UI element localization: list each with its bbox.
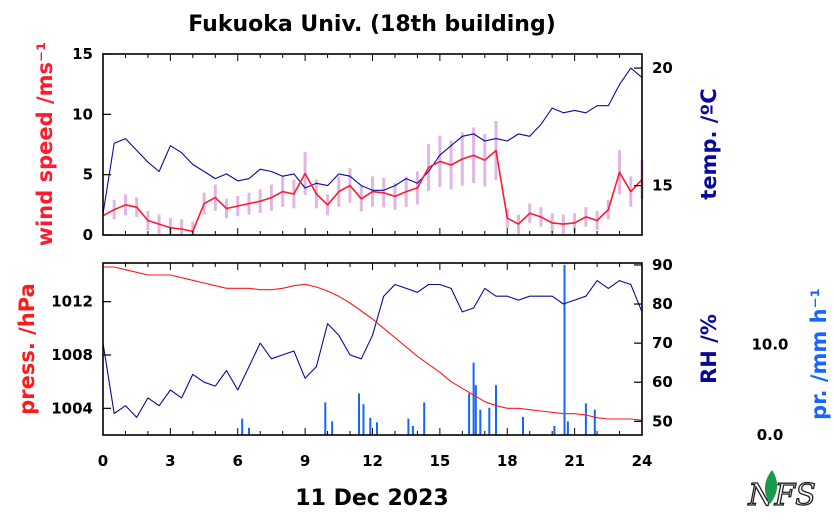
lower-panel-frame <box>102 262 643 436</box>
hour-tick-label: 3 <box>165 452 175 470</box>
precip-bar <box>407 418 410 435</box>
precip-bar <box>584 403 587 435</box>
leaf-icon <box>764 470 778 504</box>
pressure-axis-label: press. /hPa <box>15 283 39 415</box>
precip-bar <box>563 264 566 435</box>
pressure-path <box>103 266 643 421</box>
precip-bar <box>423 402 426 435</box>
precip-bar <box>593 409 596 435</box>
wind-raw-line <box>112 121 644 235</box>
hour-tick-label: 9 <box>300 452 310 470</box>
humidity-tick-label: 60 <box>652 373 673 391</box>
hour-tick-label: 6 <box>233 452 243 470</box>
precip-bar <box>248 427 250 435</box>
pressure-tick-label: 1008 <box>51 346 93 364</box>
precip-bar <box>331 421 334 435</box>
precip-bar <box>324 402 327 435</box>
temp-tick-label: 15 <box>652 177 673 195</box>
humidity-tick-label: 80 <box>652 295 673 313</box>
precip-bar <box>362 404 365 435</box>
precip-bar <box>241 418 244 435</box>
temp-axis-label: temp. /ºC <box>697 88 721 199</box>
temperature-path <box>102 67 643 214</box>
precip-axis-label: pr. /mm h⁻¹ <box>807 288 831 420</box>
wind-speed-path <box>102 149 643 233</box>
precip-bar <box>488 407 491 435</box>
axis-labels: wind speed /ms⁻¹ temp. /ºC press. /hPa RH /… <box>15 42 831 420</box>
precip-bar <box>369 417 372 435</box>
chart-title: Fukuoka Univ. (18th building) <box>188 12 556 37</box>
pressure-tick-label: 1012 <box>51 293 93 311</box>
humidity-tick-label: 70 <box>652 334 673 352</box>
precip-bar <box>566 421 569 435</box>
date-label: 11 Dec 2023 <box>295 486 448 511</box>
wind-axis-label: wind speed /ms⁻¹ <box>33 42 57 247</box>
precip-bar <box>495 385 497 435</box>
wind-tick-label: 10 <box>72 105 93 123</box>
precip-bar <box>522 416 524 435</box>
precip-bar <box>479 409 482 435</box>
precip-bar <box>358 393 360 435</box>
upper-panel-frame <box>102 53 643 236</box>
hour-tick-label: 12 <box>362 452 383 470</box>
precip-tick-label: 0.0 <box>757 426 784 444</box>
wind-tick-label: 5 <box>83 166 93 184</box>
precip-bar <box>474 385 477 435</box>
humidity-axis-label: RH /% <box>697 314 721 384</box>
logo-text: NFS <box>747 478 816 513</box>
pressure-tick-label: 1004 <box>51 399 93 417</box>
lower-panel: 1004 1008 1012 50 60 70 80 90 0.0 10.0 0 3 6 9 12 15 18 2… <box>51 256 788 470</box>
precip-bar <box>411 425 414 435</box>
upper-panel: 0 5 10 15 15 20 <box>72 45 673 244</box>
humidity-tick-label: 90 <box>652 256 673 274</box>
hour-tick-label: 21 <box>564 452 585 470</box>
hour-tick-label: 0 <box>98 452 108 470</box>
hour-tick-label: 24 <box>632 452 653 470</box>
humidity-tick-label: 50 <box>652 412 673 430</box>
wind-tick-label: 0 <box>83 226 93 244</box>
temp-tick-label: 20 <box>652 59 673 77</box>
pressure-line <box>103 266 643 421</box>
upper-ticks: 0 5 10 15 15 20 <box>72 45 673 244</box>
precip-bars <box>241 264 596 435</box>
hour-tick-label: 15 <box>429 452 450 470</box>
precip-bar <box>376 422 378 435</box>
precip-bar <box>468 393 471 435</box>
hour-tick-label: 18 <box>497 452 518 470</box>
temperature-line <box>102 67 643 214</box>
wind-tick-label: 15 <box>72 45 93 63</box>
wind-speed-line <box>102 149 643 233</box>
logo: NFS <box>747 470 816 514</box>
humidity-line <box>102 280 643 418</box>
humidity-path <box>102 280 643 418</box>
lower-ticks: 1004 1008 1012 50 60 70 80 90 0.0 10.0 0 3 6 9 12 15 18 2… <box>51 256 788 470</box>
precip-bar <box>472 362 475 435</box>
precip-bar <box>553 425 556 435</box>
precip-tick-label: 10.0 <box>751 335 788 353</box>
